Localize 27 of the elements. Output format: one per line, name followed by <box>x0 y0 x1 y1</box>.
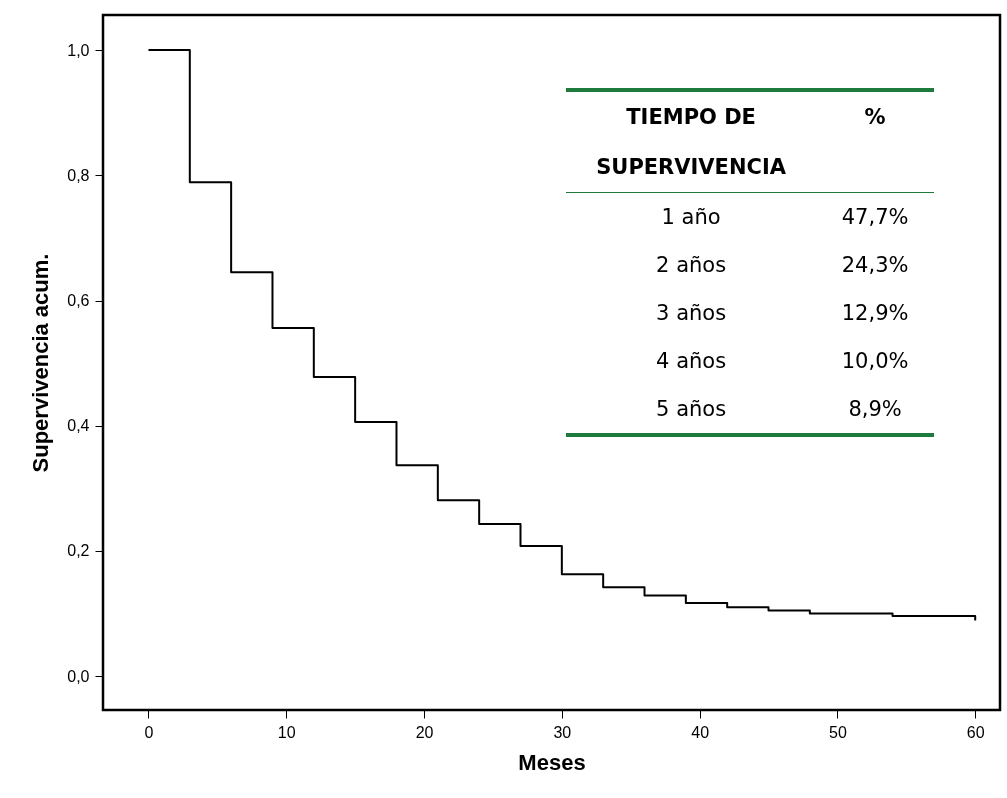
annotation: 5 años <box>655 396 728 423</box>
y-axis-title: Supervivencia acum. <box>28 253 54 473</box>
annotation: 2 años <box>655 252 728 279</box>
annotation: 12,9% <box>840 300 910 327</box>
x-tick-label: 50 <box>829 723 847 741</box>
annotation: % <box>816 92 934 193</box>
annotation: 3 años <box>655 300 728 327</box>
annotation: 4 años <box>655 348 728 375</box>
x-tick-label: 30 <box>553 723 572 741</box>
x-tick-label: 40 <box>691 723 710 741</box>
x-axis-title: Meses <box>518 749 586 775</box>
y-tick-label: 0,8 <box>67 166 90 184</box>
annotation: 47,7% <box>840 204 910 231</box>
y-tick-label: 0,6 <box>67 292 90 310</box>
x-tick-label: 0 <box>144 723 154 741</box>
annotation: 8,9% <box>847 396 903 423</box>
text: TIEMPO DE SUPERVIVENCIA <box>596 105 787 179</box>
annotation: 24,3% <box>840 252 910 279</box>
y-tick-label: 1,0 <box>67 41 90 59</box>
annotation: 10,0% <box>840 348 910 375</box>
x-tick-label: 10 <box>277 723 296 741</box>
y-tick-label: 0,4 <box>67 417 90 435</box>
y-tick-label: 0,2 <box>67 542 90 560</box>
annotation: 1 año <box>660 204 722 231</box>
x-tick-label: 20 <box>415 723 434 741</box>
y-tick-label: 0,0 <box>67 667 90 685</box>
x-tick-label: 60 <box>966 723 985 741</box>
